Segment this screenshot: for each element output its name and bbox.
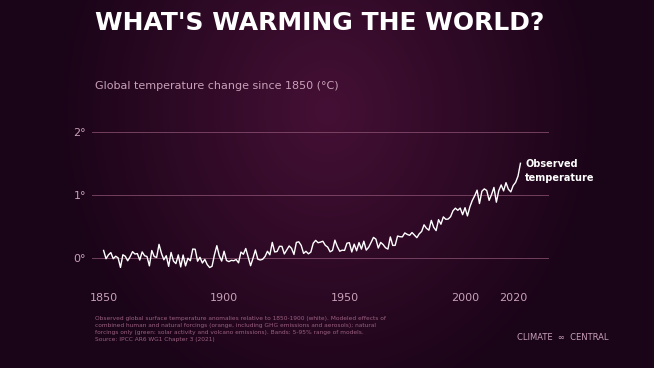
- Text: Global temperature change since 1850 (°C): Global temperature change since 1850 (°C…: [95, 81, 339, 91]
- Text: Observed
temperature: Observed temperature: [525, 159, 594, 183]
- Text: WHAT'S WARMING THE WORLD?: WHAT'S WARMING THE WORLD?: [95, 11, 544, 35]
- Text: CLIMATE  ∞  CENTRAL: CLIMATE ∞ CENTRAL: [517, 333, 608, 342]
- Text: Observed global surface temperature anomalies relative to 1850-1900 (white). Mod: Observed global surface temperature anom…: [95, 316, 386, 343]
